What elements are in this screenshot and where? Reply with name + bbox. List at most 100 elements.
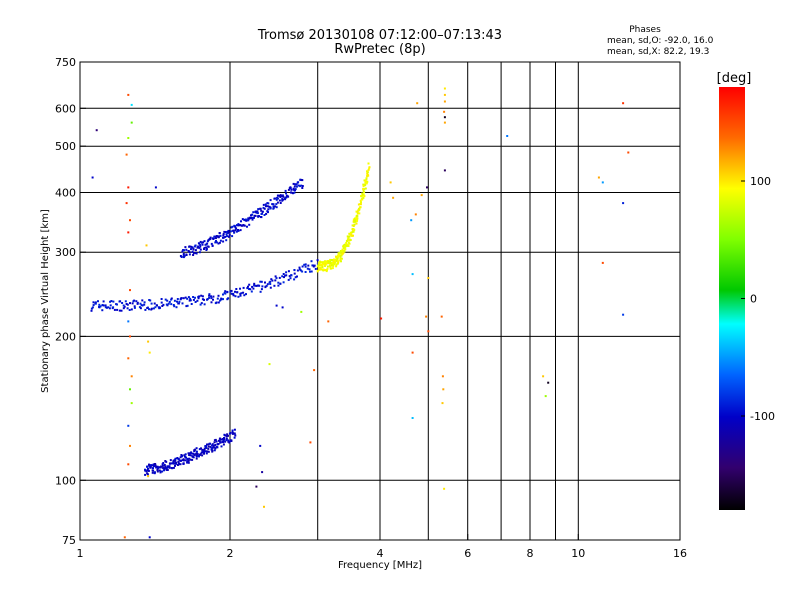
data-point xyxy=(228,233,231,236)
data-point xyxy=(194,244,197,247)
data-point xyxy=(129,388,131,391)
data-point xyxy=(198,251,201,254)
data-point xyxy=(364,187,367,190)
data-point xyxy=(367,162,370,165)
data-point xyxy=(122,307,125,310)
data-point xyxy=(224,292,227,295)
data-point xyxy=(363,179,366,182)
data-point xyxy=(133,306,136,309)
data-point xyxy=(127,463,130,466)
data-point xyxy=(279,196,282,198)
data-point xyxy=(210,242,213,245)
data-point xyxy=(352,230,355,233)
data-point xyxy=(308,268,311,271)
data-point xyxy=(189,299,192,302)
data-point xyxy=(293,272,296,275)
data-point xyxy=(354,217,356,220)
data-point xyxy=(147,467,149,470)
data-point xyxy=(173,299,176,302)
data-point xyxy=(182,462,185,465)
data-point xyxy=(327,320,330,323)
data-point xyxy=(129,444,131,447)
data-point xyxy=(427,330,430,333)
data-point xyxy=(242,224,245,226)
data-point xyxy=(175,306,178,309)
data-point xyxy=(342,251,345,254)
data-point xyxy=(337,254,339,257)
data-point xyxy=(212,298,214,301)
data-point xyxy=(239,294,242,297)
data-point xyxy=(542,375,545,378)
data-point xyxy=(195,447,198,450)
data-point xyxy=(254,284,257,287)
data-point xyxy=(362,187,365,190)
data-point xyxy=(168,466,171,469)
data-point xyxy=(340,257,343,260)
data-point xyxy=(349,233,352,236)
data-point xyxy=(239,229,242,232)
data-point xyxy=(91,176,94,179)
data-point xyxy=(194,301,197,303)
data-point xyxy=(230,439,233,442)
data-point xyxy=(235,288,238,290)
x-tick-label: 1 xyxy=(77,547,84,560)
data-point xyxy=(215,445,218,448)
data-point xyxy=(253,214,256,217)
data-point xyxy=(225,439,228,442)
data-point xyxy=(265,205,267,208)
data-point xyxy=(212,446,214,449)
data-point xyxy=(91,306,94,309)
data-point xyxy=(161,464,164,467)
scatter-points xyxy=(90,87,630,539)
data-point xyxy=(185,248,188,251)
data-point xyxy=(200,294,203,297)
data-point xyxy=(183,454,186,457)
data-point xyxy=(222,439,225,442)
data-point xyxy=(194,249,197,252)
data-point xyxy=(192,252,195,255)
data-point xyxy=(319,263,322,266)
data-point xyxy=(222,298,224,301)
data-point xyxy=(544,395,547,398)
data-point xyxy=(277,284,280,287)
data-point xyxy=(203,298,205,301)
data-point xyxy=(176,457,179,459)
data-point xyxy=(199,303,202,306)
data-point xyxy=(259,444,262,447)
data-point xyxy=(223,438,225,441)
data-point xyxy=(260,216,263,219)
data-point xyxy=(154,463,156,465)
data-point xyxy=(295,183,298,186)
data-point xyxy=(191,246,194,249)
data-point xyxy=(346,238,349,241)
data-point xyxy=(339,250,342,252)
data-point xyxy=(250,290,253,293)
data-point xyxy=(278,199,281,202)
data-point xyxy=(366,170,368,173)
data-point xyxy=(251,213,254,216)
data-point xyxy=(212,295,215,298)
data-point xyxy=(121,302,124,304)
data-point xyxy=(231,430,234,433)
data-point xyxy=(180,256,183,258)
data-point xyxy=(359,199,362,202)
data-point xyxy=(300,310,303,313)
data-point xyxy=(295,185,298,188)
data-point xyxy=(257,208,260,211)
data-point xyxy=(275,203,278,206)
data-point xyxy=(176,298,179,300)
data-point xyxy=(254,210,257,213)
chart-subtitle: RwPretec (8p) xyxy=(334,42,425,57)
data-point xyxy=(247,217,250,220)
data-point xyxy=(219,438,222,441)
data-point xyxy=(284,274,287,277)
data-point xyxy=(195,455,198,457)
data-point xyxy=(245,219,248,222)
data-point xyxy=(219,239,222,242)
data-point xyxy=(234,434,237,437)
data-point xyxy=(224,235,227,238)
data-point xyxy=(248,223,251,226)
data-point xyxy=(367,168,370,171)
data-point xyxy=(285,194,288,197)
data-point xyxy=(203,246,206,249)
